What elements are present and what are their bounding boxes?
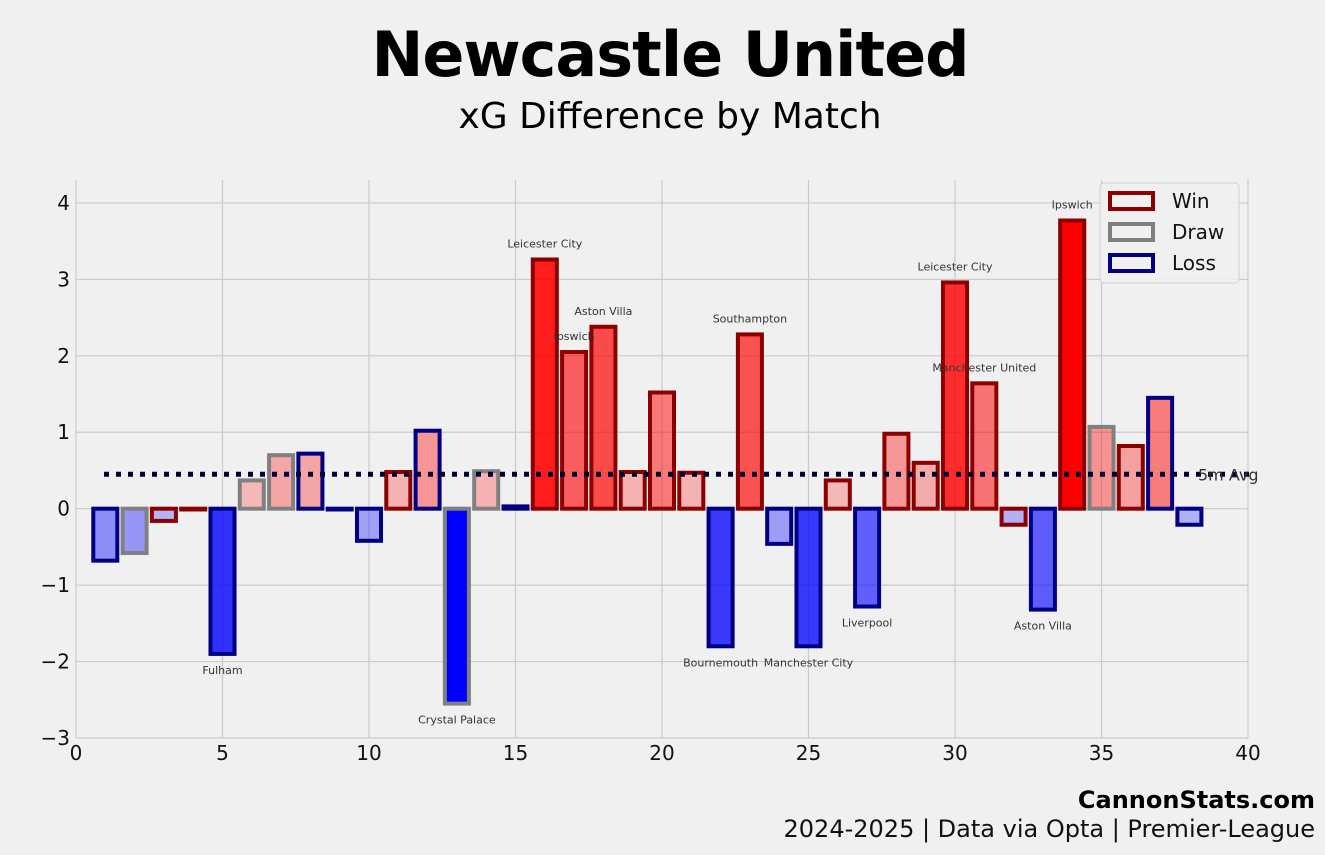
brand-label: CannonStats.com: [1077, 786, 1315, 814]
bar-match-32: [999, 506, 1028, 527]
opponent-label: Manchester United: [932, 361, 1036, 374]
opponent-label: Leicester City: [507, 237, 582, 250]
x-tick-label: 15: [503, 741, 528, 765]
bar-match-13: [442, 506, 471, 706]
bars: [91, 218, 1250, 706]
bar-match-37: [1146, 395, 1175, 511]
opponent-label: Ipswich: [554, 330, 595, 343]
bar-match-3: [149, 506, 178, 523]
opponent-label: Fulham: [202, 664, 242, 677]
x-tick-label: 25: [796, 741, 821, 765]
legend-label-win: Win: [1172, 189, 1210, 213]
x-tick-label: 5: [216, 741, 229, 765]
bar-match-21: [677, 470, 706, 511]
x-tick-label: 40: [1235, 741, 1260, 765]
bar-match-16: [530, 257, 559, 511]
bar-match-5: [208, 506, 237, 656]
y-tick-label: −1: [41, 573, 70, 597]
bar-match-19: [618, 469, 647, 511]
y-tick-label: 1: [57, 420, 70, 444]
opponent-label: Crystal Palace: [418, 714, 496, 727]
x-tick-label: 0: [70, 741, 83, 765]
legend-swatch-loss: [1108, 253, 1155, 273]
bar-match-15: [501, 504, 530, 511]
x-tick-label: 20: [649, 741, 674, 765]
opponent-label: Aston Villa: [574, 305, 632, 318]
bar-match-7: [267, 453, 296, 511]
bar-match-25: [794, 506, 823, 649]
chart-subtitle: xG Difference by Match: [458, 96, 882, 137]
avg-line-label: 5m Avg: [1198, 465, 1258, 484]
bar-match-22: [706, 506, 735, 649]
y-tick-label: 0: [57, 497, 70, 521]
chart-title: Newcastle United: [371, 18, 969, 91]
opponent-labels: Fulham Crystal Palace Leicester City Ipswic…: [202, 199, 1258, 727]
bar-match-31: [970, 381, 999, 511]
bar-match-14: [472, 469, 501, 511]
y-tick-label: 4: [57, 191, 70, 215]
y-tick-label: −3: [41, 726, 70, 750]
bar-match-10: [354, 506, 384, 543]
legend-swatch-draw: [1108, 222, 1155, 242]
x-tick-label: 10: [356, 741, 381, 765]
legend-label-draw: Draw: [1172, 220, 1224, 244]
opponent-label: Leicester City: [918, 260, 993, 273]
bar-match-11: [384, 469, 413, 511]
legend: Win Draw Loss: [1099, 182, 1240, 284]
opponent-label: Aston Villa: [1014, 620, 1072, 633]
bar-match-36: [1116, 444, 1145, 511]
bar-match-29: [911, 460, 940, 511]
y-tick-label: 2: [57, 344, 70, 368]
bar-match-4: [179, 506, 208, 512]
bar-match-6: [237, 478, 266, 511]
bar-match-9: [325, 506, 354, 512]
opponent-label: Liverpool: [842, 617, 892, 630]
bar-match-28: [882, 431, 911, 511]
bar-match-38: [1175, 506, 1204, 527]
bar-match-18: [589, 324, 618, 511]
bar-match-34: [1058, 218, 1087, 511]
y-tick-label: 3: [57, 267, 70, 291]
bar-match-24: [765, 506, 794, 546]
bar-match-27: [853, 506, 882, 609]
bar-match-26: [823, 478, 852, 511]
bar-match-8: [296, 451, 325, 511]
opponent-label: Bournemouth: [683, 656, 758, 669]
legend-label-loss: Loss: [1172, 251, 1216, 275]
bar-match-1: [91, 506, 120, 563]
bar-match-2: [120, 506, 149, 556]
bar-match-30: [940, 280, 970, 511]
bar-match-20: [647, 390, 677, 511]
x-tick-label: 35: [1089, 741, 1114, 765]
axes: 0 5 10 15 20 25 30 35 40 −3 −2 −1 0 1 2 3 4: [41, 191, 1261, 765]
bar-match-12: [413, 428, 442, 511]
bar-match-35: [1087, 424, 1116, 511]
footer-source: 2024-2025 | Data via Opta | Premier-Leag…: [783, 815, 1315, 843]
bar-match-33: [1028, 506, 1057, 612]
bar-match-17: [560, 349, 589, 511]
opponent-label: Southampton: [713, 312, 787, 325]
opponent-label: Manchester City: [764, 656, 854, 669]
opponent-label: Ipswich: [1052, 199, 1093, 212]
x-tick-label: 30: [942, 741, 967, 765]
bar-match-23: [735, 332, 764, 511]
legend-swatch-win: [1108, 191, 1155, 211]
y-tick-label: −2: [41, 650, 70, 674]
